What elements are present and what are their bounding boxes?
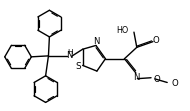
Text: S: S xyxy=(76,62,81,71)
Text: O: O xyxy=(171,79,178,88)
Text: N: N xyxy=(93,37,99,46)
Text: H: H xyxy=(67,49,72,55)
Text: O: O xyxy=(153,75,160,84)
Text: N: N xyxy=(133,73,139,82)
Text: O: O xyxy=(152,36,159,45)
Text: N: N xyxy=(66,51,73,60)
Text: HO: HO xyxy=(116,26,129,35)
